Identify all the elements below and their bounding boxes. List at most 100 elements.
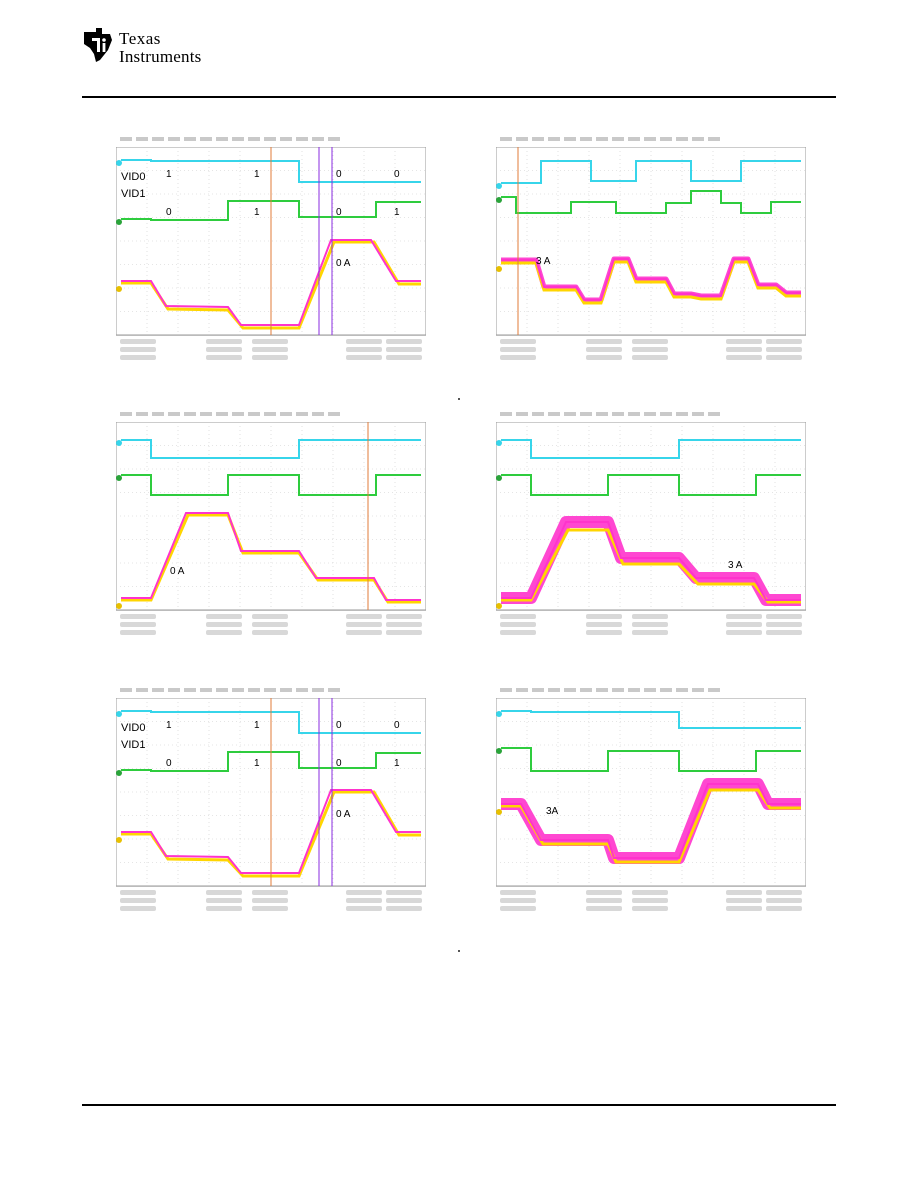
- readout-field-placeholder: [632, 339, 668, 344]
- menu-item-placeholder: [660, 412, 672, 416]
- channel-2-marker-icon: [496, 197, 502, 203]
- readout-field-placeholder: [586, 347, 622, 352]
- readout-field-placeholder: [586, 890, 622, 895]
- channel-1-marker-icon: [496, 183, 502, 189]
- inductor-current-trace: [501, 521, 801, 601]
- menu-item-placeholder: [120, 688, 132, 692]
- readout-field-placeholder: [586, 906, 622, 911]
- menu-item-placeholder: [628, 688, 640, 692]
- readout-field-placeholder: [766, 355, 802, 360]
- menu-item-placeholder: [296, 688, 308, 692]
- menu-item-placeholder: [580, 412, 592, 416]
- readout-field-placeholder: [120, 898, 156, 903]
- menu-item-placeholder: [644, 412, 656, 416]
- readout-field-placeholder: [252, 898, 288, 903]
- readout-field-placeholder: [586, 898, 622, 903]
- readout-field-placeholder: [346, 614, 382, 619]
- menu-item-placeholder: [612, 137, 624, 141]
- channel-4-marker-icon: [116, 837, 122, 843]
- vid0-bit-label: 0: [336, 169, 342, 180]
- readout-field-placeholder: [500, 622, 536, 627]
- output-voltage-trace: [501, 528, 801, 604]
- readout-field-placeholder: [346, 890, 382, 895]
- inductor-current-trace: [121, 789, 421, 874]
- channel-1-marker-icon: [116, 160, 122, 166]
- menu-item-placeholder: [312, 688, 324, 692]
- readout-field-placeholder: [586, 339, 622, 344]
- menu-item-placeholder: [136, 137, 148, 141]
- readout-field-placeholder: [252, 355, 288, 360]
- readout-field-placeholder: [386, 622, 422, 627]
- readout-field-placeholder: [206, 630, 242, 635]
- current-step-label: 3A: [546, 806, 559, 817]
- readout-field-placeholder: [120, 890, 156, 895]
- readout-field-placeholder: [206, 890, 242, 895]
- readout-field-placeholder: [206, 622, 242, 627]
- readout-field-placeholder: [120, 906, 156, 911]
- menu-item-placeholder: [660, 137, 672, 141]
- readout-field-placeholder: [252, 339, 288, 344]
- menu-item-placeholder: [692, 412, 704, 416]
- menu-item-placeholder: [596, 412, 608, 416]
- scope-menu-bar: [116, 408, 426, 422]
- readout-field-placeholder: [386, 347, 422, 352]
- readout-field-placeholder: [120, 622, 156, 627]
- readout-field-placeholder: [346, 898, 382, 903]
- output-voltage-trace: [501, 260, 801, 305]
- menu-item-placeholder: [516, 137, 528, 141]
- readout-field-placeholder: [726, 622, 762, 627]
- readout-field-placeholder: [766, 614, 802, 619]
- channel-2-marker-icon: [496, 475, 502, 481]
- readout-field-placeholder: [252, 347, 288, 352]
- current-step-label: 3 A: [728, 560, 743, 571]
- menu-item-placeholder: [328, 412, 340, 416]
- menu-item-placeholder: [516, 412, 528, 416]
- menu-item-placeholder: [184, 137, 196, 141]
- menu-item-placeholder: [612, 412, 624, 416]
- readout-field-placeholder: [726, 630, 762, 635]
- readout-field-placeholder: [346, 347, 382, 352]
- readout-field-placeholder: [120, 347, 156, 352]
- menu-item-placeholder: [232, 688, 244, 692]
- current-step-label: 0 A: [336, 809, 351, 820]
- readout-field-placeholder: [252, 622, 288, 627]
- inductor-current-trace: [501, 783, 801, 859]
- readout-field-placeholder: [726, 339, 762, 344]
- menu-item-placeholder: [676, 688, 688, 692]
- menu-item-placeholder: [532, 688, 544, 692]
- readout-field-placeholder: [632, 630, 668, 635]
- readout-field-placeholder: [346, 906, 382, 911]
- scope-readout: [116, 610, 426, 645]
- channel-1-marker-icon: [496, 440, 502, 446]
- readout-field-placeholder: [766, 898, 802, 903]
- readout-field-placeholder: [632, 890, 668, 895]
- menu-item-placeholder: [280, 688, 292, 692]
- readout-field-placeholder: [346, 339, 382, 344]
- readout-field-placeholder: [500, 898, 536, 903]
- readout-field-placeholder: [632, 622, 668, 627]
- channel-4-marker-icon: [496, 603, 502, 609]
- menu-item-placeholder: [676, 412, 688, 416]
- readout-field-placeholder: [586, 630, 622, 635]
- readout-field-placeholder: [206, 898, 242, 903]
- vid1-label: VID1: [121, 739, 146, 751]
- menu-item-placeholder: [500, 137, 512, 141]
- menu-item-placeholder: [264, 137, 276, 141]
- vid1-bit-label: 1: [254, 758, 260, 769]
- menu-item-placeholder: [596, 137, 608, 141]
- menu-item-placeholder: [152, 688, 164, 692]
- readout-field-placeholder: [346, 622, 382, 627]
- readout-field-placeholder: [206, 347, 242, 352]
- vid1-bit-label: 0: [166, 207, 172, 218]
- separator-dot: [458, 398, 460, 400]
- scope-screen: [496, 422, 806, 610]
- vid0-bit-label: 0: [394, 720, 400, 731]
- vid1-trace: [501, 190, 801, 214]
- readout-field-placeholder: [206, 906, 242, 911]
- readout-field-placeholder: [500, 339, 536, 344]
- readout-field-placeholder: [726, 898, 762, 903]
- readout-field-placeholder: [632, 614, 668, 619]
- readout-field-placeholder: [120, 355, 156, 360]
- channel-2-marker-icon: [116, 219, 122, 225]
- menu-item-placeholder: [660, 688, 672, 692]
